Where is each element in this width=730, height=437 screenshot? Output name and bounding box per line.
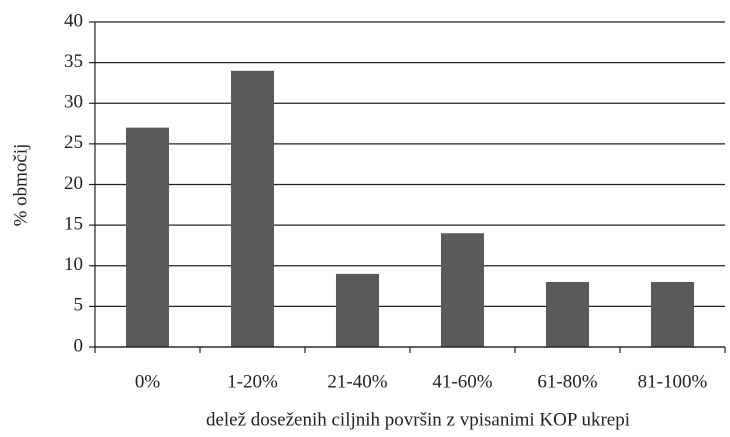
x-tick-label: 1-20% xyxy=(227,371,278,392)
x-tick-label: 21-40% xyxy=(327,371,387,392)
y-tick-label: 5 xyxy=(74,295,84,316)
bar xyxy=(545,282,590,347)
x-tick-label: 61-80% xyxy=(537,371,597,392)
y-axis-label: % območij xyxy=(10,144,31,227)
x-tick-label: 41-60% xyxy=(432,371,492,392)
y-tick-label: 0 xyxy=(74,335,84,356)
y-tick-label: 15 xyxy=(64,213,83,234)
bar xyxy=(335,273,380,347)
bar xyxy=(650,282,695,347)
x-axis-label: delež doseženih ciljnih površin z vpisan… xyxy=(206,409,630,430)
y-tick-label: 35 xyxy=(64,51,83,72)
y-tick-label: 10 xyxy=(64,254,83,275)
y-tick-label: 30 xyxy=(64,92,83,113)
x-tick-label: 0% xyxy=(135,371,161,392)
y-tick-label: 20 xyxy=(64,173,83,194)
bar xyxy=(440,233,485,347)
x-tick-label: 81-100% xyxy=(638,371,708,392)
bar xyxy=(230,70,275,347)
y-tick-label: 25 xyxy=(64,132,83,153)
bar xyxy=(125,127,170,347)
y-tick-label: 40 xyxy=(64,10,83,31)
